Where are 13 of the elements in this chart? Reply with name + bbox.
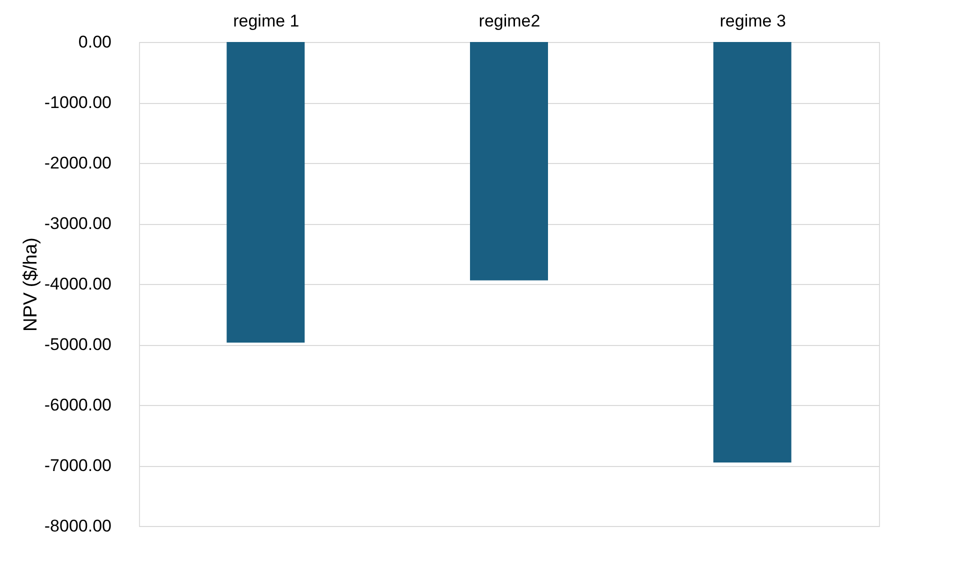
y-tick-label: 0.00	[78, 32, 112, 52]
y-axis-title: NPV ($/ha)	[20, 238, 42, 332]
y-tick-label: -4000.00	[44, 274, 112, 294]
y-tick-label: -3000.00	[44, 214, 112, 233]
y-tick-label: -1000.00	[44, 93, 112, 112]
y-tick-label: -6000.00	[44, 396, 112, 414]
x-tick-label: regime 1	[233, 12, 300, 30]
x-tick-label: regime2	[478, 12, 540, 30]
y-tick-label: -8000.00	[44, 516, 112, 536]
x-tick-label: regime 3	[720, 12, 786, 30]
y-tick-label: -2000.00	[44, 154, 112, 172]
y-tick-label: -7000.00	[44, 456, 112, 475]
y-tick-label: -5000.00	[44, 335, 112, 354]
